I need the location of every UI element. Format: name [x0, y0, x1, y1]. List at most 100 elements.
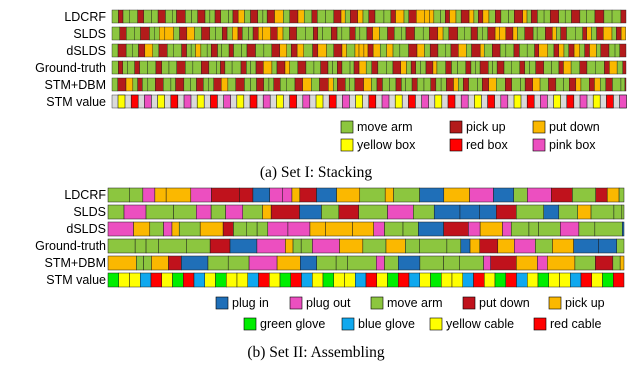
- action-cell: [600, 77, 607, 92]
- stm-cell: [591, 272, 603, 288]
- action-cell: [316, 255, 337, 271]
- action-cell: [338, 204, 359, 220]
- action-cell: [262, 26, 271, 41]
- action-cell: [134, 26, 141, 41]
- action-cell: [511, 77, 521, 92]
- action-cell: [269, 187, 283, 203]
- action-cell: [321, 204, 340, 220]
- stm-cell: [434, 94, 443, 109]
- action-cell: [277, 26, 284, 41]
- action-cell: [111, 43, 119, 58]
- action-cell: [227, 255, 250, 271]
- action-cell: [285, 238, 294, 254]
- stm-cell: [430, 272, 442, 288]
- action-cell: [165, 187, 192, 203]
- action-cell: [469, 187, 494, 203]
- action-cell: [282, 187, 293, 203]
- action-cell: [242, 204, 263, 220]
- action-cell: [241, 43, 248, 58]
- stm-cell: [460, 94, 469, 109]
- action-cell: [362, 9, 370, 24]
- action-cell: [147, 77, 156, 92]
- action-cell: [603, 26, 613, 41]
- stm-cell: [494, 272, 506, 288]
- action-cell: [622, 221, 625, 237]
- action-cell: [267, 221, 289, 237]
- action-cell: [352, 221, 374, 237]
- action-cell: [203, 77, 209, 92]
- action-cell: [289, 26, 297, 41]
- stm-cell: [342, 94, 350, 109]
- row-label-ground-truth: Ground-truth: [35, 61, 106, 75]
- stm-cell: [387, 272, 399, 288]
- action-cell: [513, 43, 520, 58]
- action-cell: [292, 238, 302, 254]
- action-cell: [611, 9, 622, 24]
- action-cell: [357, 9, 364, 24]
- action-cell: [448, 26, 458, 41]
- action-cell: [248, 26, 254, 41]
- action-cell: [460, 238, 471, 254]
- action-cell: [159, 26, 166, 41]
- stm-cell: [408, 272, 420, 288]
- action-cell: [594, 221, 623, 237]
- action-cell: [358, 204, 388, 220]
- action-cell: [494, 26, 500, 41]
- action-cell: [262, 9, 268, 24]
- action-cell: [354, 77, 364, 92]
- action-cell: [619, 43, 627, 58]
- legend-label-pick-up: pick up: [565, 296, 605, 310]
- row-label-dslds: dSLDS: [66, 44, 106, 58]
- action-cell: [221, 43, 230, 58]
- action-cell: [549, 9, 559, 24]
- stm-cell: [140, 272, 152, 288]
- action-cell: [291, 43, 298, 58]
- action-cell: [468, 9, 475, 24]
- action-cell: [551, 187, 573, 203]
- action-cell: [122, 9, 130, 24]
- legend-swatch-move-arm: [340, 120, 354, 134]
- action-cell: [286, 77, 296, 92]
- action-cell: [244, 77, 251, 92]
- action-cell: [333, 77, 338, 92]
- action-cell: [300, 238, 313, 254]
- action-cell: [395, 9, 405, 24]
- action-cell: [176, 9, 186, 24]
- stm-cell: [606, 94, 614, 109]
- action-cell: [420, 60, 427, 75]
- action-cell: [482, 9, 490, 24]
- action-cell: [526, 43, 535, 58]
- action-cell: [483, 43, 493, 58]
- action-cell: [534, 43, 540, 58]
- action-cell: [147, 60, 157, 75]
- action-cell: [190, 43, 196, 58]
- stm-cell: [548, 272, 560, 288]
- action-cell: [211, 43, 218, 58]
- stm-cell: [247, 272, 259, 288]
- stm-cell: [602, 272, 614, 288]
- action-cell: [154, 187, 167, 203]
- stm-cell: [619, 94, 627, 109]
- action-cell: [532, 26, 538, 41]
- action-cell: [242, 26, 249, 41]
- action-cell: [359, 26, 368, 41]
- action-cell: [252, 26, 259, 41]
- action-cell: [537, 9, 545, 24]
- action-cell: [327, 60, 333, 75]
- action-cell: [232, 26, 239, 41]
- action-cell: [529, 60, 536, 75]
- action-cell: [524, 60, 530, 75]
- action-cell: [220, 60, 226, 75]
- stm-cell: [559, 272, 571, 288]
- action-cell: [233, 221, 247, 237]
- action-cell: [455, 9, 462, 24]
- row-label-ldcrf: LDCRF: [64, 188, 106, 202]
- action-cell: [365, 60, 372, 75]
- action-cell: [359, 187, 386, 203]
- action-cell: [445, 60, 452, 75]
- action-cell: [196, 77, 204, 92]
- action-cell: [325, 221, 353, 237]
- legend-label-put-down: put down: [549, 120, 600, 134]
- action-cell: [505, 77, 512, 92]
- legend-label-pink-box: pink box: [549, 138, 596, 152]
